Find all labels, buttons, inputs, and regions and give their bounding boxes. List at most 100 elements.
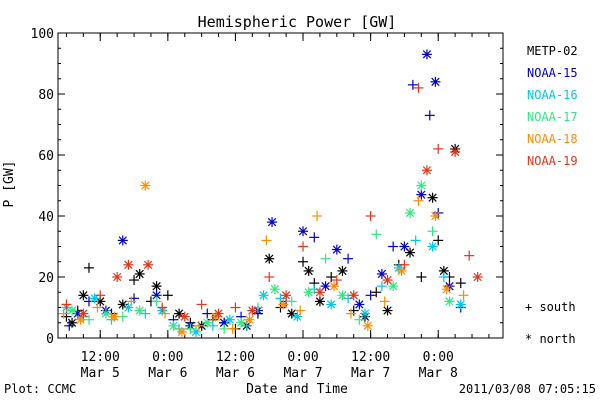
south-point: [162, 290, 173, 301]
south-point: [424, 110, 435, 121]
south-point: [379, 296, 390, 307]
legend-entry: NOAA-15: [527, 66, 578, 80]
south-point: [83, 262, 94, 273]
north-point: [314, 287, 325, 298]
data-points: [58, 49, 483, 337]
south-point: [413, 195, 424, 206]
north-point: [348, 290, 359, 301]
south-point: [117, 311, 128, 322]
south-point: [129, 275, 140, 286]
north-point: [244, 314, 255, 325]
north-point: [382, 305, 393, 316]
south-point: [196, 299, 207, 310]
south-point: [345, 308, 356, 319]
south-point: [157, 302, 168, 313]
north-point: [224, 314, 235, 325]
north-point: [441, 284, 452, 295]
x-tick-date-label: Mar 8: [419, 366, 458, 381]
south-point: [64, 320, 75, 331]
south-point: [298, 241, 309, 252]
south-point: [298, 256, 309, 267]
legend-entry: METP-02: [527, 44, 578, 58]
south-point: [410, 235, 421, 246]
north-point: [134, 305, 145, 316]
north-point: [78, 308, 89, 319]
north-point: [202, 317, 213, 328]
south-point: [151, 296, 162, 307]
north-point: [303, 265, 314, 276]
x-tick-date-label: Mar 6: [216, 366, 255, 381]
north-point: [382, 275, 393, 286]
south-point: [326, 272, 337, 282]
series-metp-02: [61, 143, 466, 334]
series-noaa-15: [64, 49, 466, 331]
north-point: [329, 281, 340, 292]
south-point: [433, 235, 444, 246]
north-point: [427, 192, 438, 203]
south-point: [95, 290, 106, 301]
south-point: [413, 82, 424, 93]
south-point: [227, 323, 238, 334]
north-point: [264, 253, 275, 264]
south-point: [376, 281, 387, 292]
north-point: [78, 290, 89, 301]
north-point: [430, 76, 441, 87]
south-point: [371, 287, 382, 298]
south-point: [407, 79, 418, 90]
south-point: [427, 226, 438, 237]
north-point: [314, 296, 325, 307]
south-point: [312, 211, 323, 221]
north-point: [281, 290, 292, 301]
south-point: [230, 302, 241, 313]
south-point: [388, 241, 399, 252]
north-point: [354, 299, 365, 310]
north-point: [298, 226, 309, 237]
south-point: [286, 296, 297, 307]
south-point: [438, 272, 449, 282]
x-tick-date-label: Mar 5: [81, 366, 120, 381]
north-point: [455, 299, 466, 310]
north-point: [109, 311, 120, 322]
south-point: [219, 323, 230, 334]
south-point: [371, 229, 382, 240]
south-point: [92, 302, 103, 313]
south-point: [458, 290, 469, 301]
legend: METP-02 NOAA-15 NOAA-16 NOAA-17 NOAA-18 NOAA-…: [527, 44, 578, 168]
plot-timestamp: 2011/03/08 07:05:15: [459, 382, 596, 396]
north-point: [269, 284, 280, 295]
south-point: [455, 278, 466, 289]
north-point: [416, 180, 427, 191]
series-noaa-16: [61, 235, 466, 337]
legend-marker-south: + south: [525, 300, 576, 314]
north-point: [112, 272, 123, 282]
x-tick-time-label: 12:00: [216, 350, 255, 365]
north-point: [337, 265, 348, 276]
north-point: [450, 146, 461, 157]
north-point: [236, 317, 247, 328]
legend-entry: NOAA-18: [527, 132, 578, 146]
north-point: [427, 241, 438, 252]
north-point: [444, 296, 455, 307]
south-point: [160, 308, 171, 319]
south-point: [365, 211, 376, 221]
north-point: [399, 241, 410, 252]
north-point: [67, 305, 78, 316]
south-point: [202, 308, 213, 319]
y-tick-label: 40: [38, 210, 54, 225]
legend-entry: NOAA-17: [527, 110, 578, 124]
x-tick-date-label: Mar 7: [351, 366, 390, 381]
south-point: [126, 296, 137, 307]
north-point: [416, 189, 427, 200]
legend-entry: NOAA-19: [527, 154, 578, 168]
south-point: [58, 308, 69, 319]
plot-frame: [57, 32, 504, 339]
north-point: [134, 268, 145, 279]
y-tick-label: 0: [46, 332, 54, 347]
north-point: [143, 259, 154, 270]
series-noaa-19: [61, 82, 483, 322]
north-point: [247, 305, 258, 316]
south-point: [433, 143, 444, 154]
plot-credit: Plot: CCMC: [4, 382, 76, 396]
north-point: [267, 217, 278, 228]
